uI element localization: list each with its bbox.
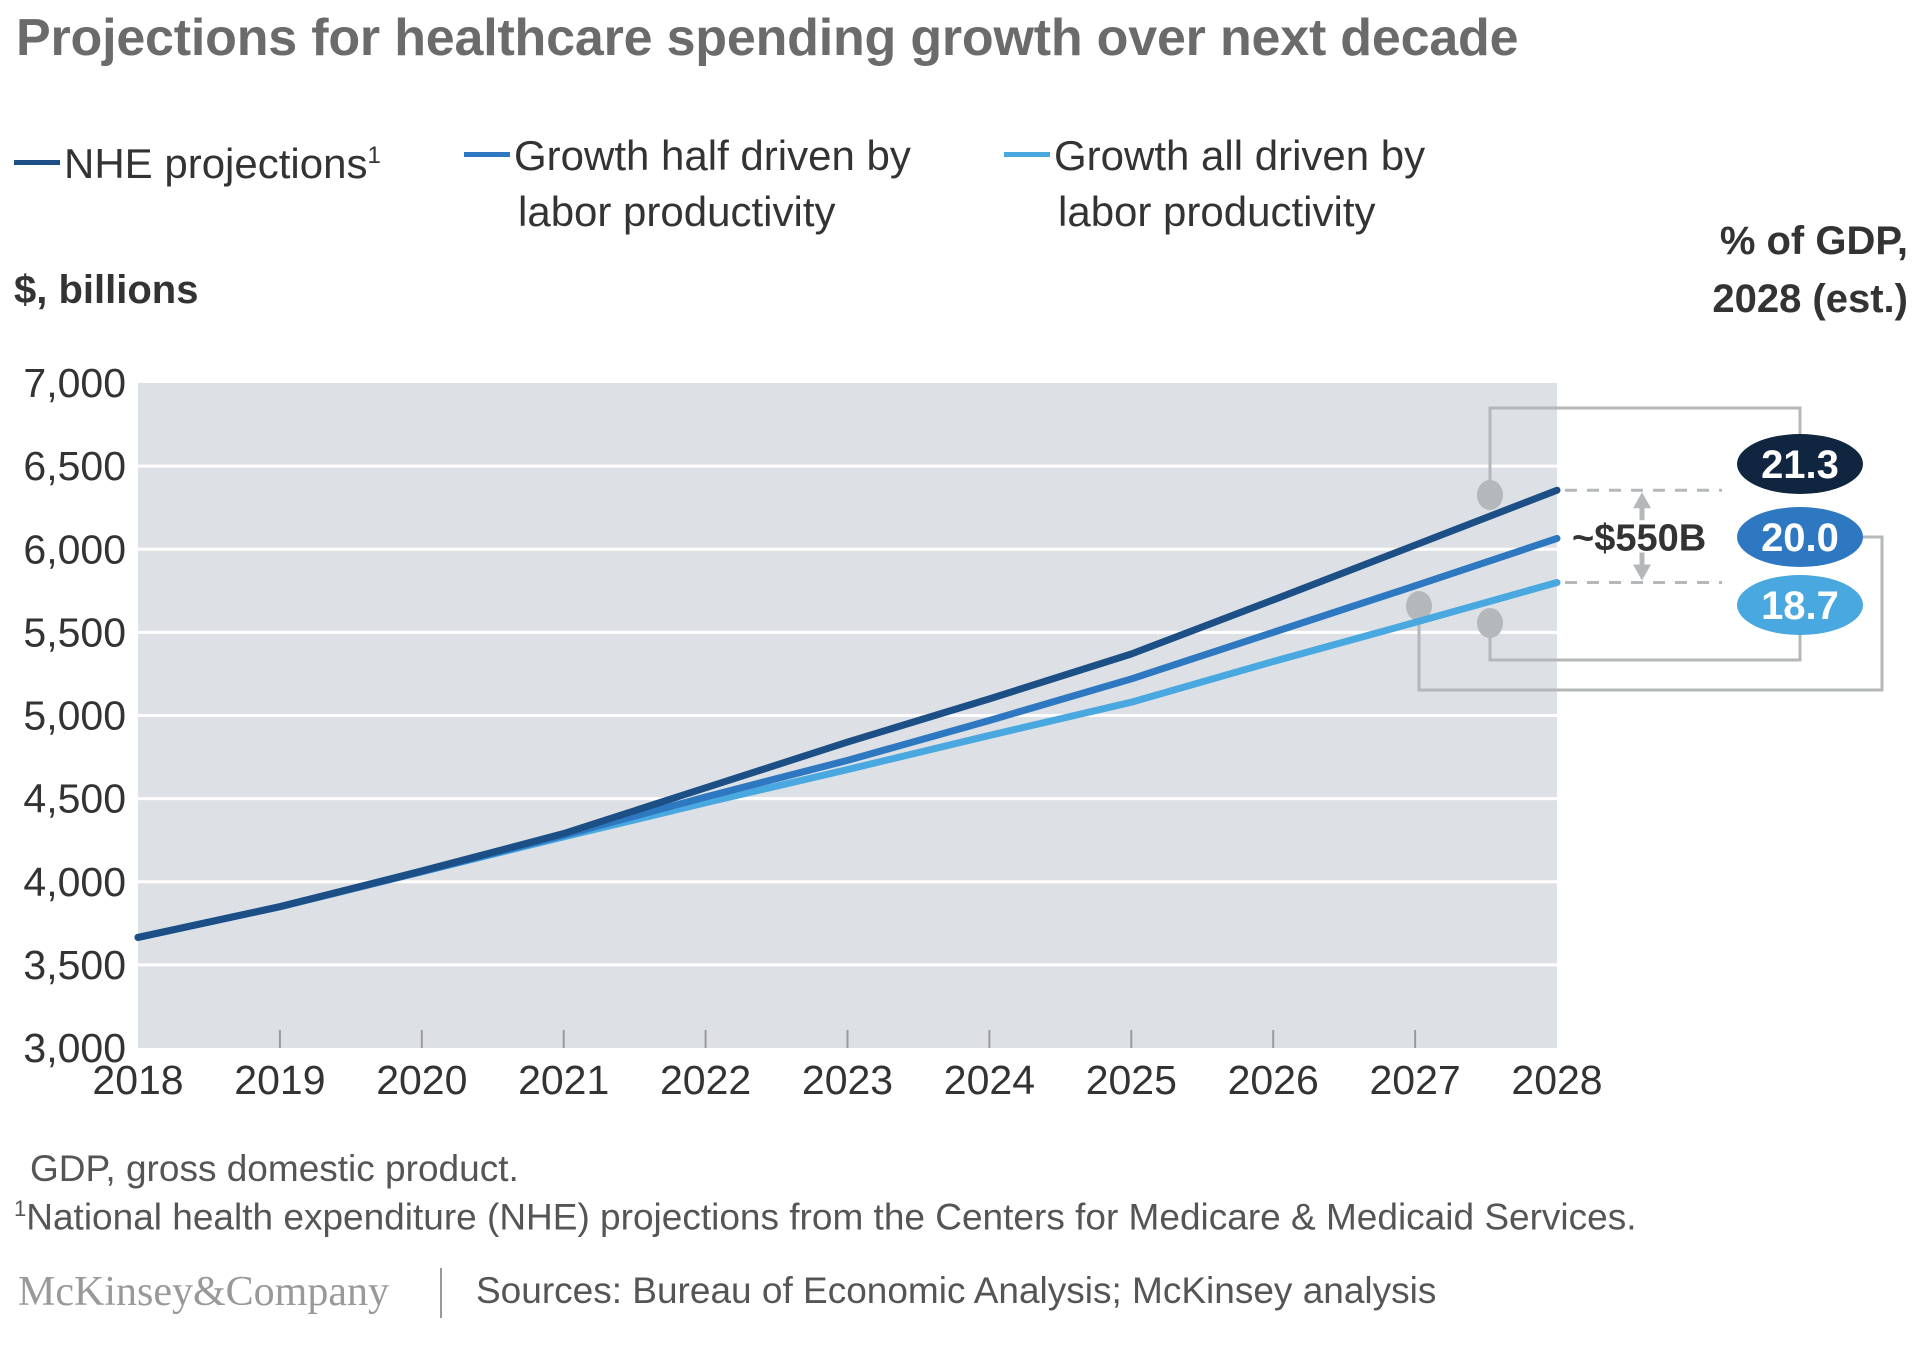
y-tick-label: 3,000 (23, 1025, 126, 1071)
x-tick-label: 2020 (376, 1057, 467, 1103)
x-tick-label: 2025 (1086, 1057, 1177, 1103)
x-ticks (278, 1030, 1417, 1048)
gap-annotation: ~$550B (1565, 488, 1722, 584)
arrow-down-icon (1633, 564, 1651, 581)
y-tick-label: 5,000 (23, 693, 126, 739)
gridlines (138, 464, 1557, 967)
legend-item-all: Growth all driven by labor productivity (1004, 128, 1425, 240)
x-tick-label: 2026 (1228, 1057, 1319, 1103)
legend-label-all-line1: Growth all driven by (1054, 132, 1426, 179)
gdp-badge (1737, 507, 1863, 567)
connector-dot (1477, 480, 1503, 510)
connector-nhe (1488, 406, 1802, 496)
y-axis-label: $, billions (14, 268, 199, 312)
legend-label-half-line1: Growth half driven by (514, 132, 911, 179)
x-tick-label: 2024 (944, 1057, 1035, 1103)
connector-half (1417, 535, 1884, 692)
legend-label-half-line2: labor productivity (518, 188, 836, 235)
footnote: 1National health expenditure (NHE) proje… (14, 1196, 1636, 1238)
y-tick-label: 3,500 (23, 942, 126, 988)
connector-dot (1406, 591, 1432, 621)
sources-text: Sources: Bureau of Economic Analysis; Mc… (476, 1270, 1437, 1311)
badge-connectors (1406, 406, 1884, 692)
legend-swatch-half (464, 152, 510, 158)
arrow-up-icon (1633, 492, 1651, 509)
mckinsey-logo: McKinsey&Company (18, 1269, 389, 1315)
gap-annotation-label: ~$550B (1572, 517, 1706, 559)
gdp-badge-value: 18.7 (1761, 584, 1839, 628)
y-tick-label: 5,500 (23, 609, 126, 655)
footer-divider (440, 1268, 442, 1318)
legend-swatch-all (1004, 152, 1050, 158)
legend-label-nhe: NHE projections (64, 140, 368, 187)
x-tick-label: 2027 (1369, 1057, 1460, 1103)
x-tick-labels: 2018 2019 2020 2021 2022 2023 2024 2025 2026 2027… (92, 1057, 1602, 1103)
gdp-label-line2: 2028 (est.) (1712, 277, 1908, 321)
y-tick-label: 7,000 (23, 360, 126, 406)
y-tick-label: 4,000 (23, 859, 126, 905)
footnote-marker: 1 (14, 1196, 27, 1221)
x-tick-label: 2021 (518, 1057, 609, 1103)
y-tick-label: 6,000 (23, 526, 126, 572)
x-tick-label: 2028 (1511, 1057, 1602, 1103)
chart-title: Projections for healthcare spending grow… (16, 9, 1519, 67)
x-tick-label: 2022 (660, 1057, 751, 1103)
connector-all (1488, 624, 1802, 662)
series-line (134, 486, 1561, 941)
footnote-text: National health expenditure (NHE) projec… (26, 1196, 1637, 1238)
x-tick-label: 2018 (92, 1057, 183, 1103)
gdp-badge (1737, 575, 1863, 635)
gdp-share-label: % of GDP, 2028 (est.) (1712, 212, 1908, 328)
gdp-definition-note: GDP, gross domestic product. (30, 1148, 519, 1189)
connector-dot (1477, 608, 1503, 638)
y-tick-label: 6,500 (23, 443, 126, 489)
gdp-badges: 21.3 20.0 18.7 (1737, 434, 1863, 635)
legend-footnote-marker: 1 (367, 142, 381, 169)
legend-swatch-nhe (14, 160, 60, 166)
legend-item-half: Growth half driven by labor productivity (464, 128, 911, 240)
gdp-badge-value: 20.0 (1761, 516, 1839, 560)
x-tick-label: 2019 (234, 1057, 325, 1103)
legend-label-all-line2: labor productivity (1058, 188, 1376, 235)
gdp-badge-value: 21.3 (1761, 443, 1839, 487)
series-lines (134, 486, 1561, 941)
gdp-label-line1: % of GDP, (1719, 219, 1908, 263)
y-tick-label: 4,500 (23, 776, 126, 822)
gdp-badge (1737, 434, 1863, 494)
y-tick-labels: 3,000 3,500 4,000 4,500 5,000 5,500 6,000 6,500… (23, 360, 126, 1071)
legend-item-nhe: NHE projections1 (14, 128, 381, 192)
x-tick-label: 2023 (802, 1057, 893, 1103)
